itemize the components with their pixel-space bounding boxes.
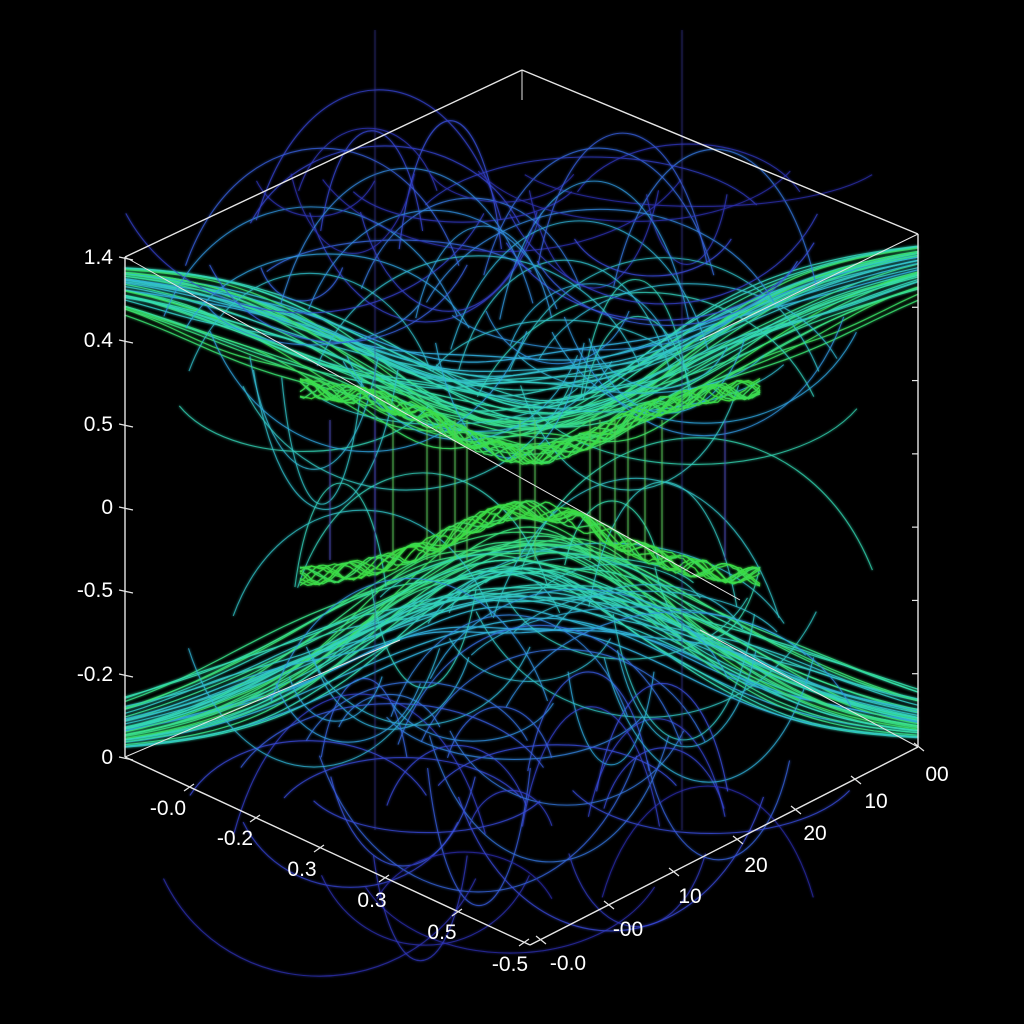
z-tick-label: 0 bbox=[101, 746, 113, 769]
surface-curves bbox=[124, 30, 919, 977]
z-tick-label: 0 bbox=[101, 496, 113, 519]
x-tick-label: 0.3 bbox=[287, 858, 316, 881]
x-axis bbox=[183, 783, 530, 947]
x-tick-label: -0.2 bbox=[217, 827, 253, 850]
z-tick-label: 1.4 bbox=[84, 246, 114, 269]
y-tick-label: -00 bbox=[613, 918, 643, 941]
x-axis-tick-labels: -0.0 -0.2 0.3 0.3 0.5 -0.5 bbox=[150, 797, 528, 976]
z-tick-label: 0.5 bbox=[84, 413, 113, 436]
bounding-box bbox=[124, 69, 919, 946]
x-tick-label: 0.5 bbox=[427, 921, 456, 944]
x-tick-label: -0.0 bbox=[150, 797, 186, 820]
y-tick-label: 00 bbox=[925, 763, 948, 786]
z-axis-tick-labels: 1.4 0.4 0.5 0 -0.5 -0.2 0 bbox=[77, 246, 113, 769]
y-axis bbox=[535, 742, 925, 945]
right-axis-ticks bbox=[912, 306, 918, 675]
y-tick-label: 10 bbox=[864, 790, 887, 813]
y-tick-label: 20 bbox=[803, 822, 826, 845]
x-tick-label: 0.3 bbox=[357, 889, 386, 912]
y-tick-label: -0.0 bbox=[550, 952, 586, 975]
z-tick-label: -0.2 bbox=[77, 663, 113, 686]
z-axis bbox=[118, 256, 134, 761]
x-tick-label: -0.5 bbox=[492, 953, 528, 976]
z-tick-label: -0.5 bbox=[77, 579, 113, 602]
y-axis-tick-labels: -0.0 -00 10 20 20 10 00 bbox=[550, 763, 949, 975]
y-tick-label: 10 bbox=[678, 885, 701, 908]
y-tick-label: 20 bbox=[744, 854, 767, 877]
z-tick-label: 0.4 bbox=[84, 329, 114, 352]
